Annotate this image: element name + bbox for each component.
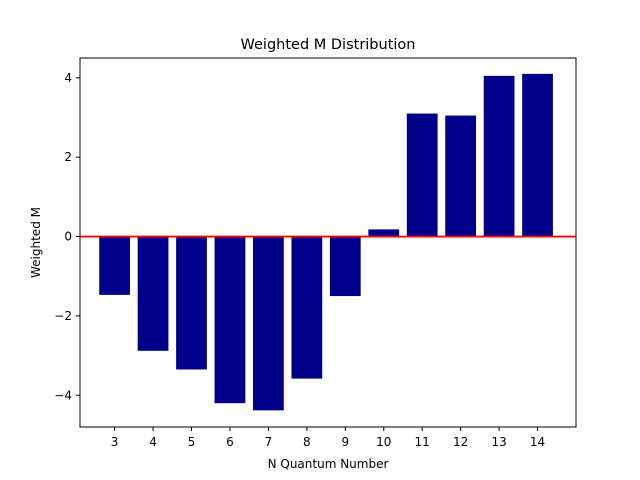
x-axis-ticks: 3 4 5 6 7 8 9 10 11 12 13 14 [111,427,545,449]
bar-8 [291,236,323,379]
x-tick-label: 9 [341,435,349,449]
bar-12 [445,115,477,237]
chart-title: Weighted M Distribution [241,37,416,53]
bar-11 [406,113,438,237]
x-tick-label: 8 [303,435,311,449]
bar-4 [137,236,169,351]
y-tick-label: 0 [64,230,72,244]
x-tick-label: 10 [376,435,391,449]
bars-group [99,73,553,411]
x-tick-label: 6 [226,435,234,449]
x-tick-label: 13 [491,435,506,449]
bar-5 [176,236,207,370]
bar-7 [253,236,284,411]
bar-14 [522,73,553,237]
x-tick-label: 4 [149,435,157,449]
x-tick-label: 5 [188,435,196,449]
bar-3 [99,236,130,295]
x-tick-label: 11 [415,435,430,449]
bar-6 [214,236,246,404]
x-tick-label: 12 [453,435,468,449]
y-tick-label: 2 [64,150,72,164]
y-axis-ticks: −4 −2 0 2 4 [54,71,80,402]
y-tick-label: 4 [64,71,72,85]
x-axis-label: N Quantum Number [268,457,389,471]
y-tick-label: −4 [54,388,72,402]
y-axis-label: Weighted M [29,207,43,278]
bar-9 [329,236,361,297]
y-tick-label: −2 [54,309,72,323]
bar-13 [483,75,515,237]
bar-10 [368,229,400,237]
x-tick-label: 14 [530,435,545,449]
plot-frame [79,57,577,428]
x-tick-label: 3 [111,435,119,449]
x-tick-label: 7 [265,435,273,449]
